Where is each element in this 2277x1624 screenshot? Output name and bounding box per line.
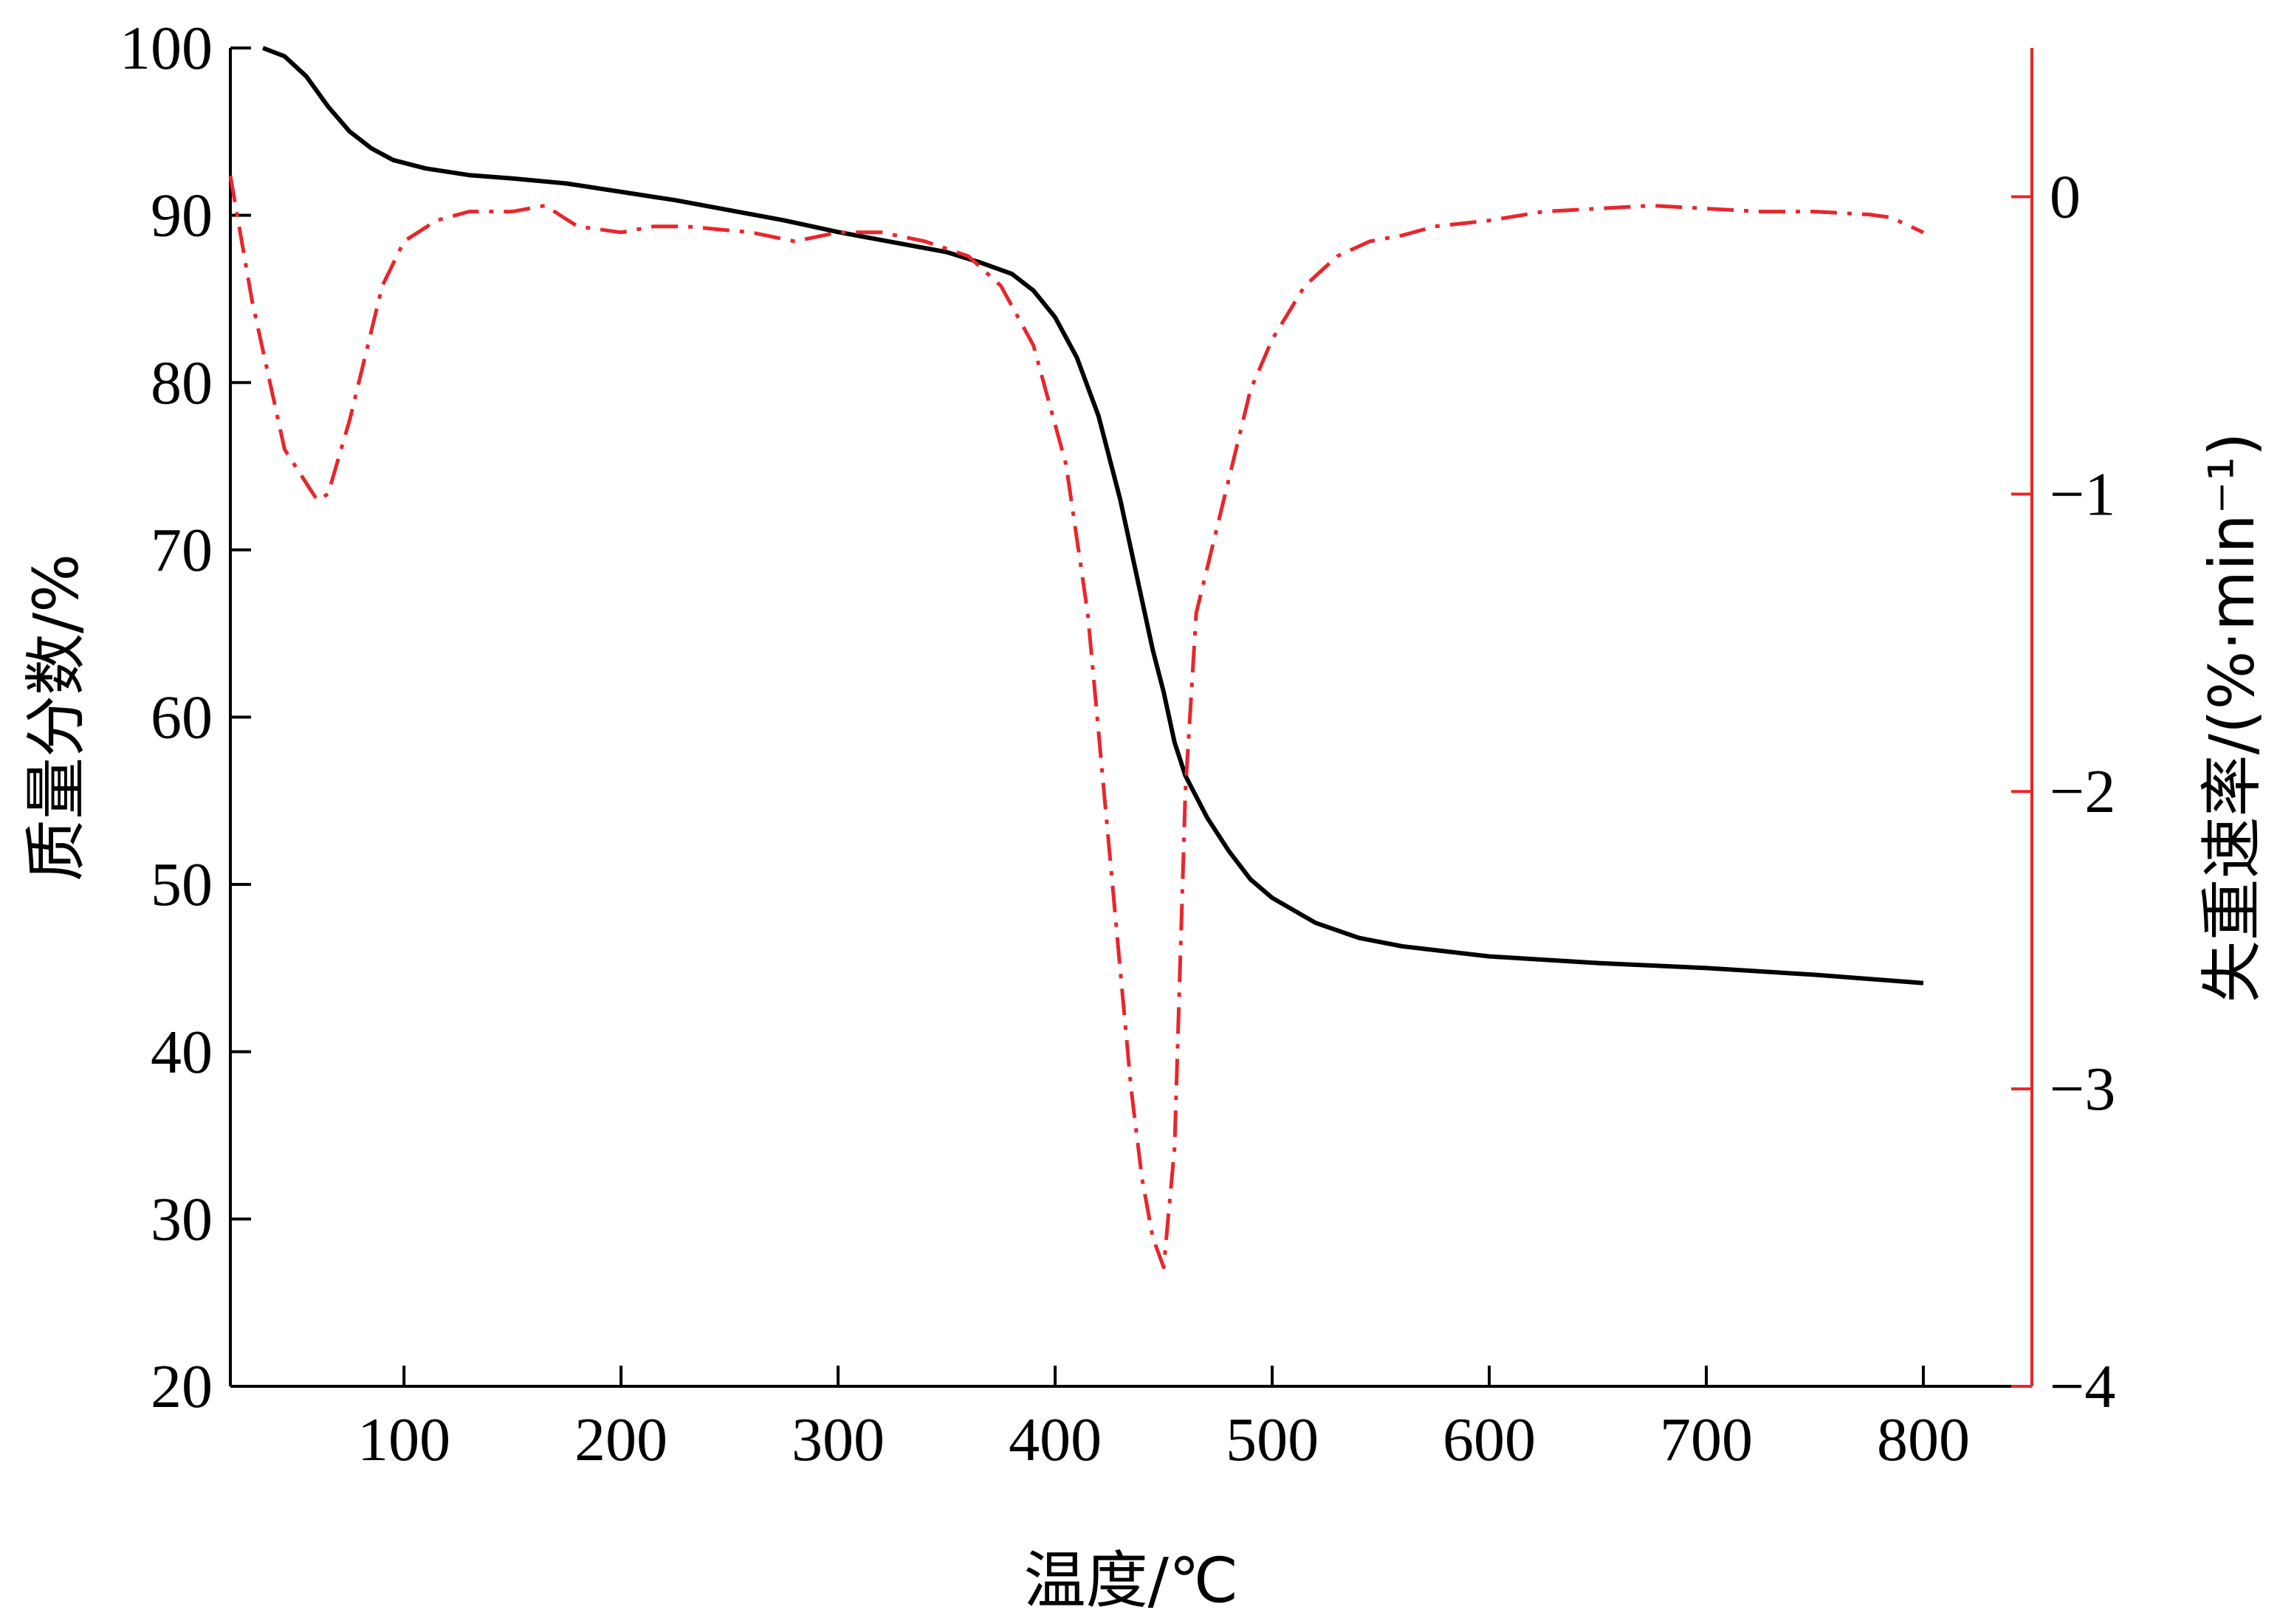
x-tick-label: 400 bbox=[1009, 1405, 1102, 1474]
x-axis-title: 温度/℃ bbox=[1024, 1544, 1239, 1617]
left-y-tick-label: 80 bbox=[151, 348, 213, 417]
right-y-tick-label: −1 bbox=[2050, 460, 2115, 529]
series-layer bbox=[228, 46, 1925, 1270]
right-y-axis-ticks: −4 −3 −2 −1 0 bbox=[2011, 162, 2115, 1421]
right-axis-title: 失重速率/(%·min⁻¹) bbox=[2196, 433, 2268, 1003]
x-tick-label: 700 bbox=[1660, 1405, 1753, 1474]
right-y-tick-label: −4 bbox=[2050, 1352, 2115, 1421]
left-y-tick-label: 30 bbox=[151, 1185, 213, 1253]
dtg-series-line bbox=[228, 175, 1925, 1270]
x-tick-label: 300 bbox=[791, 1405, 885, 1474]
left-y-tick-label: 50 bbox=[151, 850, 213, 919]
left-y-tick-label: 90 bbox=[151, 182, 213, 250]
right-y-tick-label: −2 bbox=[2050, 757, 2115, 826]
right-y-tick-label: −3 bbox=[2050, 1055, 2115, 1124]
x-tick-label: 100 bbox=[357, 1405, 450, 1474]
left-y-tick-label: 20 bbox=[151, 1352, 213, 1421]
left-y-tick-label: 40 bbox=[151, 1018, 213, 1087]
left-y-tick-label: 70 bbox=[151, 516, 213, 585]
right-y-tick-label: 0 bbox=[2050, 162, 2081, 231]
x-tick-label: 600 bbox=[1443, 1405, 1536, 1474]
x-tick-label: 200 bbox=[574, 1405, 667, 1474]
x-tick-label: 500 bbox=[1226, 1405, 1319, 1474]
x-axis-ticks: 100 200 300 400 500 600 700 800 bbox=[357, 1366, 1970, 1474]
left-y-tick-label: 60 bbox=[151, 684, 213, 752]
left-y-axis-ticks: 20 30 40 50 60 70 80 90 100 bbox=[120, 14, 251, 1421]
plot-frame bbox=[229, 48, 2033, 1388]
left-axis-title: 质量分数/% bbox=[20, 554, 92, 881]
left-y-tick-label: 100 bbox=[120, 14, 213, 83]
x-tick-label: 800 bbox=[1877, 1405, 1970, 1474]
tg-series-line bbox=[262, 46, 1924, 985]
